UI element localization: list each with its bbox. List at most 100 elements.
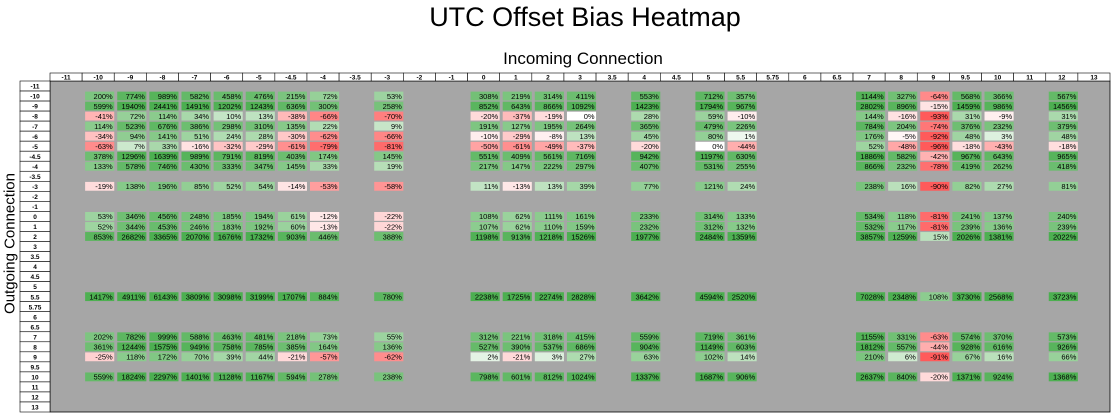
- x-tick-label: 5: [707, 74, 711, 81]
- cell-value-label: 16%: [997, 353, 1012, 362]
- heatmap-cell: [1048, 352, 1078, 362]
- heatmap-cell: [534, 292, 564, 302]
- x-tick-label: -11: [62, 74, 71, 81]
- cell-value-label: 676%: [158, 122, 178, 131]
- cell-value-label: -62%: [384, 353, 402, 362]
- cell-value-label: 28%: [258, 132, 273, 141]
- heatmap-cell: [309, 211, 340, 221]
- heatmap-cell: [213, 161, 243, 171]
- heatmap-cell: [502, 121, 532, 131]
- heatmap-cell: [566, 91, 597, 101]
- heatmap-cell: [984, 232, 1014, 241]
- x-tick-label: 6.5: [832, 74, 841, 81]
- cell-value-label: 2026%: [957, 232, 981, 241]
- x-tick-label: -5: [256, 74, 262, 81]
- heatmap-cell: [245, 332, 275, 342]
- cell-value-label: 219%: [511, 92, 531, 101]
- heatmap-cell: [984, 222, 1014, 231]
- cell-value-label: 3809%: [186, 292, 210, 301]
- heatmap-cell: [149, 141, 179, 151]
- heatmap-cell: [695, 141, 725, 151]
- heatmap-cell: [374, 181, 404, 191]
- heatmap-cell: [374, 111, 404, 121]
- heatmap-cell: [631, 352, 661, 362]
- y-tick-label: -3: [32, 184, 38, 191]
- heatmap-cell: [149, 161, 179, 171]
- cell-value-label: 1456%: [1053, 102, 1077, 111]
- heatmap-cell: [117, 151, 147, 161]
- cell-value-label: -74%: [930, 122, 948, 131]
- cell-value-label: 55%: [387, 333, 402, 342]
- cell-value-label: 3365%: [154, 232, 178, 241]
- cell-value-label: 746%: [158, 162, 178, 171]
- cell-value-label: -16%: [898, 112, 916, 121]
- cell-value-label: 479%: [704, 122, 724, 131]
- heatmap-cell: [213, 332, 243, 342]
- x-tick-label: -1: [449, 74, 455, 81]
- cell-value-label: -10%: [738, 112, 756, 121]
- heatmap-cell: [534, 111, 564, 121]
- heatmap-cell: [856, 141, 886, 151]
- heatmap-cell: [566, 181, 597, 191]
- cell-value-label: 218%: [286, 333, 306, 342]
- cell-value-label: 215%: [286, 92, 306, 101]
- cell-value-label: 774%: [126, 92, 146, 101]
- cell-value-label: -37%: [513, 112, 531, 121]
- y-tick-label: -4.5: [29, 154, 41, 161]
- cell-value-label: 72%: [323, 92, 338, 101]
- cell-value-label: 183%: [222, 222, 242, 231]
- heatmap-cell: [470, 141, 500, 151]
- x-tick-label: 12: [1058, 74, 1066, 81]
- cell-value-label: 357%: [736, 92, 756, 101]
- cell-value-label: 574%: [961, 333, 981, 342]
- heatmap-cell: [727, 121, 757, 131]
- heatmap-cell: [502, 292, 532, 302]
- heatmap-cell: [920, 141, 950, 151]
- cell-value-label: 712%: [704, 92, 724, 101]
- heatmap-cell: [117, 181, 147, 191]
- y-tick-label: 10: [31, 375, 39, 382]
- cell-value-label: 1197%: [700, 152, 723, 161]
- cell-value-label: 27%: [997, 182, 1012, 191]
- cell-value-label: 204%: [897, 122, 917, 131]
- y-tick-label: -3.5: [29, 174, 41, 181]
- heatmap-cell: [149, 342, 179, 352]
- cell-value-label: -64%: [930, 92, 948, 101]
- heatmap-cell: [213, 372, 243, 382]
- heatmap-cell: [920, 342, 950, 352]
- heatmap-cell: [117, 101, 147, 111]
- x-tick-label: -3.5: [350, 74, 362, 81]
- heatmap-cell: [502, 181, 532, 191]
- y-tick-label: -11: [30, 84, 39, 91]
- heatmap-cell: [502, 111, 532, 121]
- cell-value-label: 141%: [158, 132, 178, 141]
- heatmap-cell: [534, 232, 564, 241]
- heatmap-cell: [502, 342, 532, 352]
- cell-value-label: -9%: [999, 112, 1013, 121]
- heatmap-cell: [952, 141, 982, 151]
- heatmap-cell: [1048, 342, 1078, 352]
- cell-value-label: 906%: [736, 373, 756, 382]
- heatmap-cell: [631, 372, 661, 382]
- cell-value-label: 53%: [98, 212, 113, 221]
- y-tick-label: 4: [33, 264, 37, 271]
- cell-value-label: -62%: [320, 132, 338, 141]
- x-tick-label: -7: [192, 74, 198, 81]
- heatmap-cell: [984, 131, 1014, 141]
- heatmap-cell: [374, 211, 404, 221]
- heatmap-cell: [1048, 292, 1078, 302]
- cell-value-label: 61%: [290, 212, 305, 221]
- cell-value-label: 1218%: [539, 232, 563, 241]
- heatmap-cell: [631, 151, 661, 161]
- cell-value-label: 446%: [318, 232, 338, 241]
- cell-value-label: 137%: [993, 212, 1013, 221]
- x-tick-label: 0: [482, 74, 486, 81]
- cell-value-label: 52%: [98, 222, 113, 231]
- heatmap-cell: [502, 91, 532, 101]
- cell-value-label: -50%: [481, 142, 499, 151]
- heatmap-cell: [534, 222, 564, 231]
- heatmap-cell: [888, 222, 918, 231]
- x-tick-label: -10: [93, 74, 103, 81]
- cell-value-label: -37%: [577, 142, 595, 151]
- heatmap-cell: [117, 352, 147, 362]
